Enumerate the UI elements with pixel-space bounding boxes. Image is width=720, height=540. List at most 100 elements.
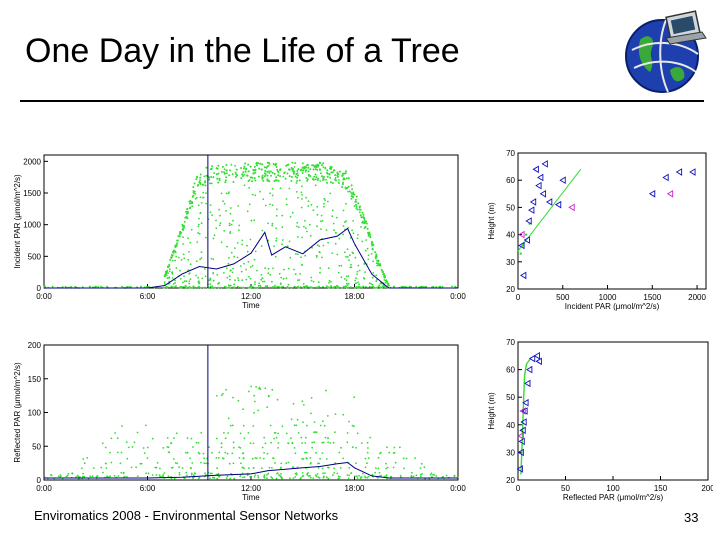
data-point	[247, 390, 250, 393]
data-point	[211, 472, 213, 475]
data-point	[146, 457, 149, 459]
data-point	[271, 222, 274, 225]
data-point	[228, 462, 231, 465]
data-point	[285, 198, 288, 200]
data-point	[274, 462, 276, 464]
data-point	[216, 467, 219, 470]
data-point	[372, 260, 374, 263]
data-point	[287, 267, 290, 270]
x-axis-label: Time	[242, 301, 260, 310]
data-point	[223, 171, 226, 174]
data-point	[341, 286, 343, 289]
data-point	[290, 166, 293, 169]
data-point	[302, 169, 305, 172]
data-point	[263, 436, 266, 439]
data-point	[246, 174, 248, 177]
data-point	[194, 286, 196, 289]
data-point	[83, 475, 86, 478]
data-point	[541, 160, 548, 168]
data-point	[305, 284, 308, 287]
data-point	[247, 467, 250, 470]
data-point	[321, 219, 324, 222]
data-point	[271, 171, 274, 174]
data-point	[202, 452, 205, 455]
data-point	[146, 446, 149, 449]
data-point	[344, 186, 347, 189]
data-point	[325, 285, 328, 287]
data-point	[238, 457, 241, 459]
data-point	[307, 475, 310, 477]
data-point	[202, 196, 204, 199]
data-point	[202, 191, 205, 194]
data-point	[168, 277, 171, 279]
data-point	[301, 457, 303, 460]
data-point	[267, 179, 270, 182]
data-point	[185, 287, 188, 289]
data-point	[175, 255, 178, 258]
data-point	[188, 272, 191, 275]
data-point	[528, 206, 535, 214]
data-point	[200, 461, 202, 464]
data-point	[304, 170, 307, 173]
data-point	[254, 250, 257, 253]
data-point	[175, 267, 178, 269]
data-point	[163, 275, 166, 278]
data-point	[358, 285, 360, 288]
data-point	[405, 286, 407, 288]
data-point	[334, 431, 336, 434]
data-point	[299, 286, 302, 288]
data-point	[352, 196, 355, 199]
data-point	[218, 208, 221, 211]
data-point	[260, 278, 263, 281]
data-point	[222, 457, 225, 460]
y-tick-label: 2000	[23, 157, 41, 166]
data-point	[276, 208, 278, 211]
y-tick-label: 70	[506, 149, 515, 158]
data-point	[352, 191, 355, 194]
data-point	[262, 457, 265, 460]
data-point	[315, 256, 318, 258]
data-point	[105, 475, 108, 478]
data-point	[200, 222, 203, 225]
data-point	[246, 250, 249, 253]
data-point	[205, 462, 208, 465]
data-point	[258, 284, 260, 287]
data-point	[181, 225, 184, 228]
data-point	[286, 172, 289, 175]
data-point	[86, 457, 89, 459]
data-point	[325, 458, 328, 460]
data-point	[291, 442, 294, 445]
data-point	[331, 252, 334, 254]
data-point	[89, 475, 92, 478]
data-point	[210, 257, 213, 260]
data-point	[249, 277, 252, 280]
data-point	[200, 251, 203, 253]
data-point	[275, 227, 277, 230]
data-point	[259, 190, 261, 193]
data-point	[232, 446, 235, 449]
data-point	[151, 474, 154, 476]
data-point	[289, 216, 292, 218]
data-point	[254, 457, 257, 459]
data-point	[347, 286, 350, 289]
data-point	[355, 446, 358, 449]
data-point	[285, 203, 288, 206]
data-point	[234, 171, 237, 174]
data-point	[209, 278, 212, 281]
data-point	[209, 211, 212, 214]
x-tick-label: 12:00	[241, 484, 262, 493]
data-point	[346, 256, 349, 258]
data-point	[217, 181, 220, 184]
data-point	[338, 237, 341, 240]
data-point	[272, 267, 274, 270]
data-point	[302, 458, 305, 460]
data-point	[156, 462, 159, 464]
data-point	[374, 251, 377, 254]
data-point	[309, 234, 312, 237]
data-point	[316, 213, 319, 216]
data-point	[322, 285, 324, 288]
data-point	[226, 452, 229, 455]
data-point	[148, 285, 150, 288]
data-point	[333, 229, 335, 232]
data-point	[352, 232, 355, 235]
